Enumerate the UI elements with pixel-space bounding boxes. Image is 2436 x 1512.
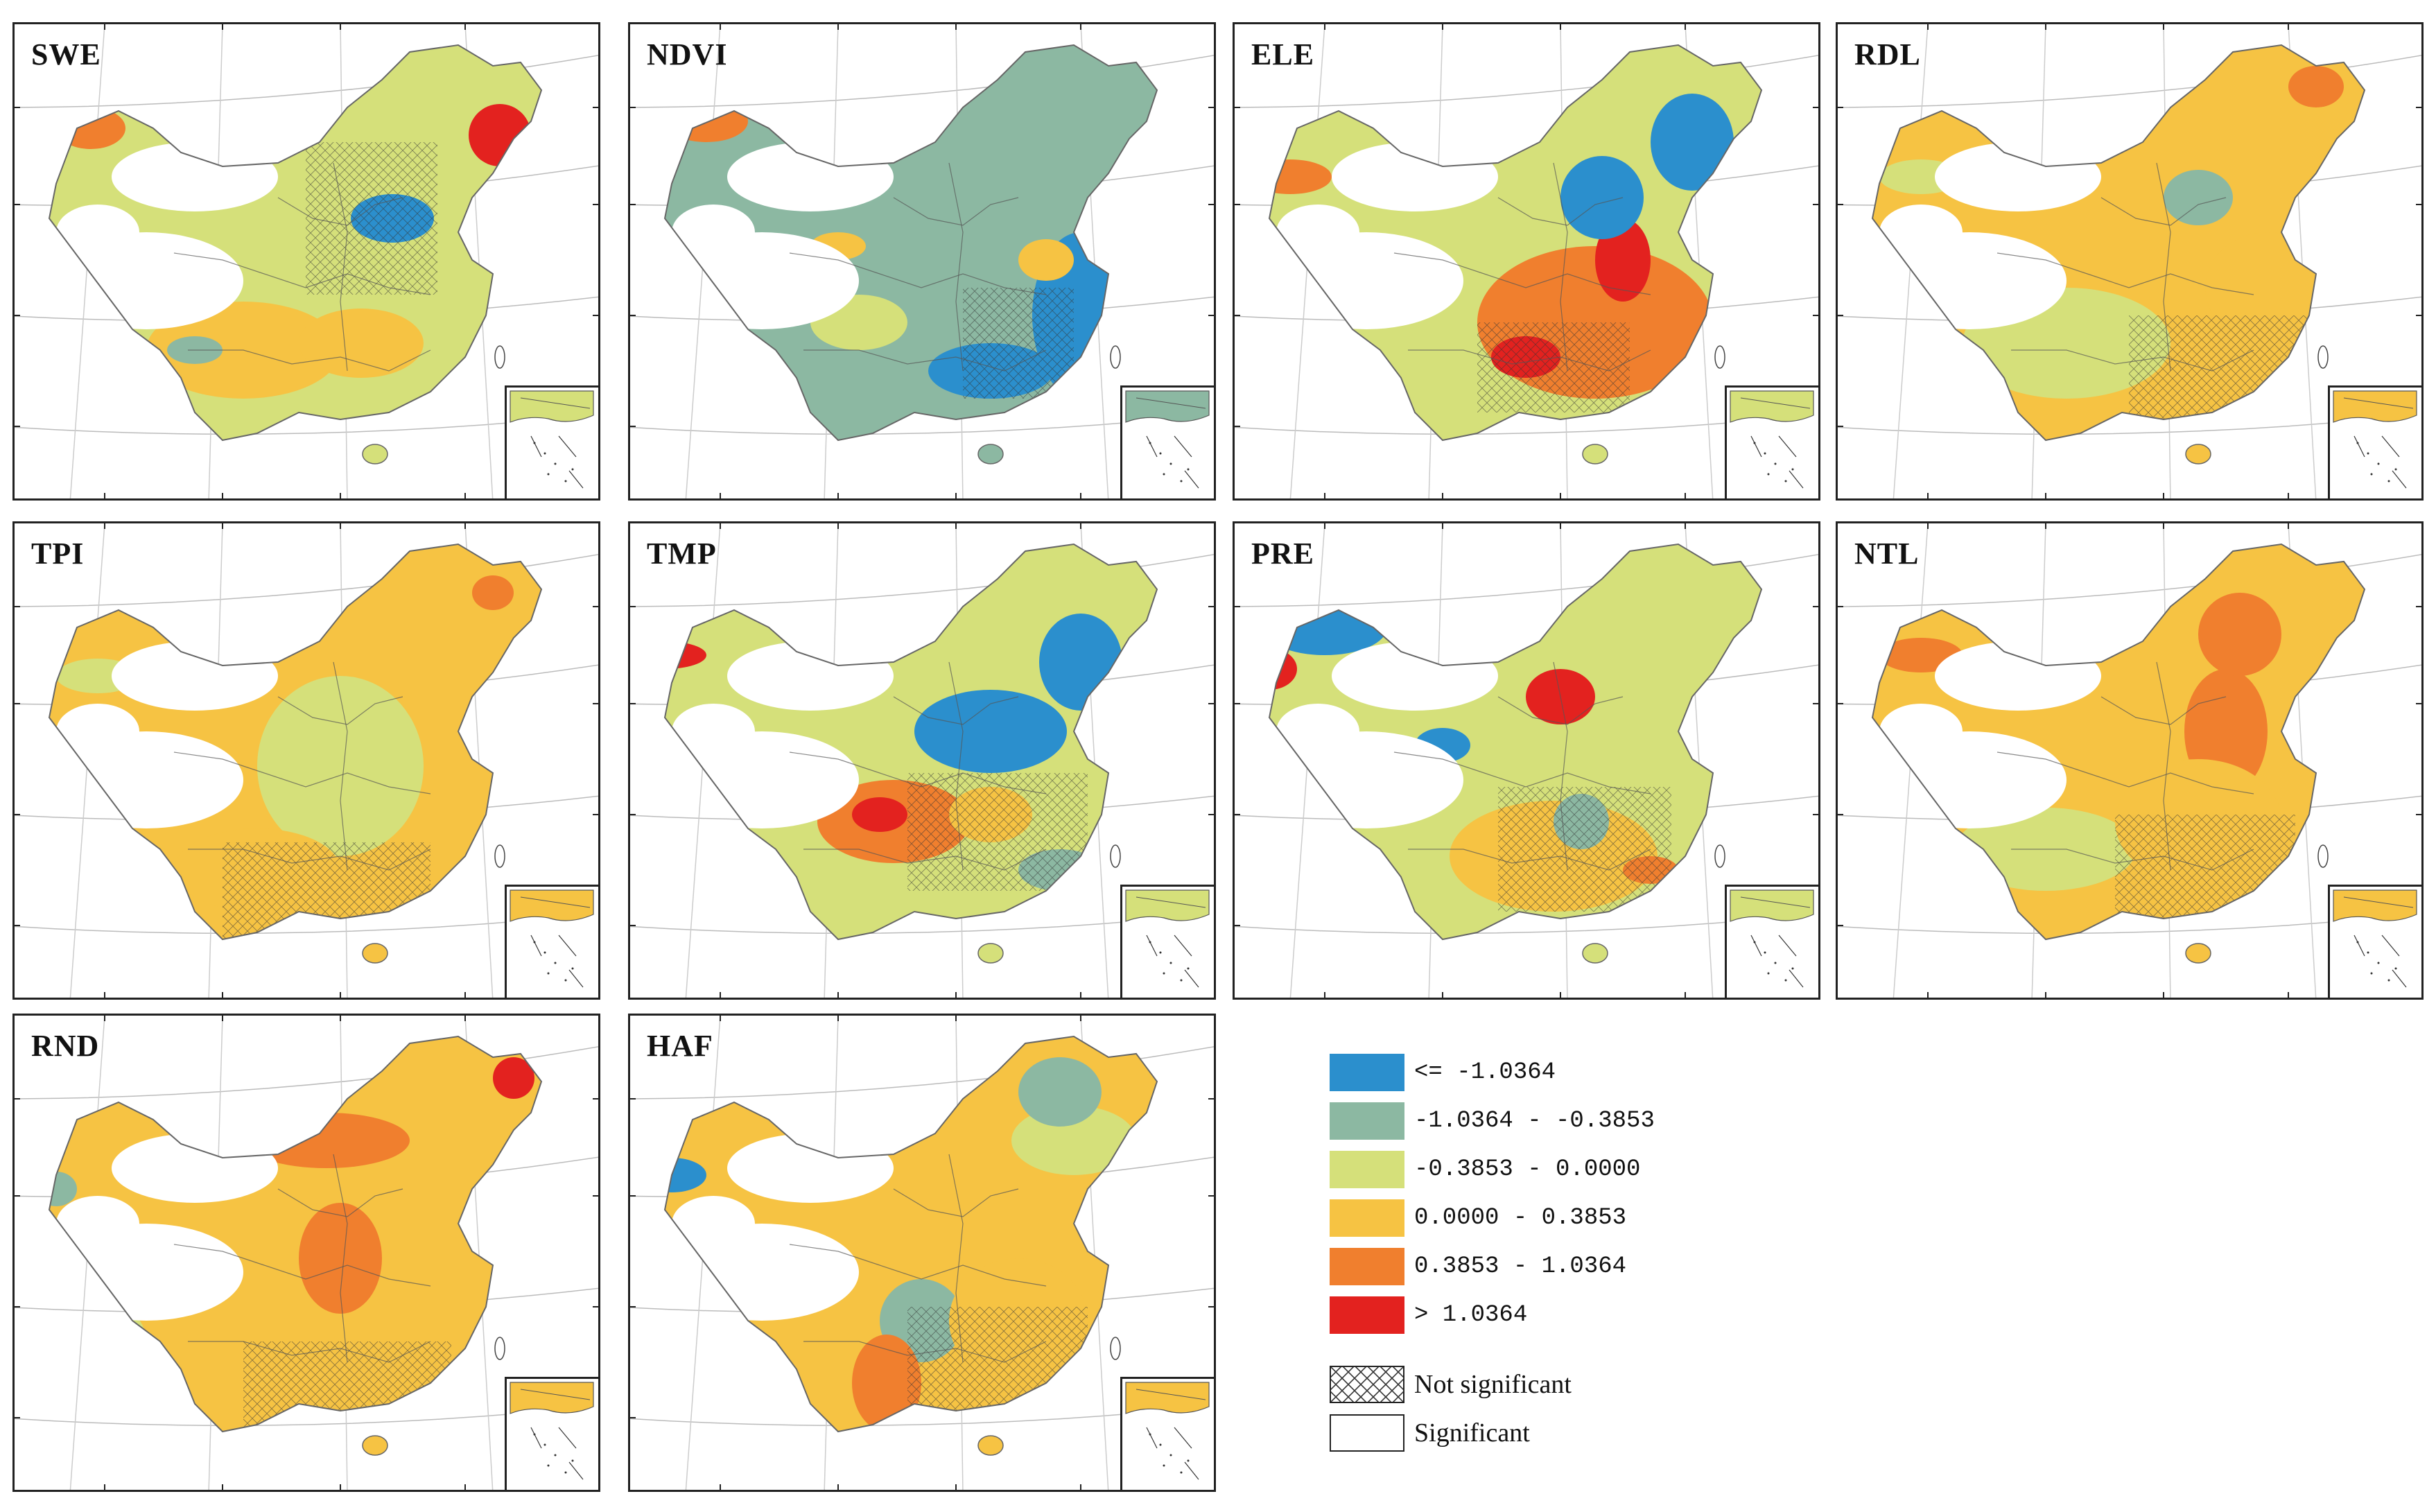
map-graphic bbox=[15, 1016, 598, 1490]
province-boundaries bbox=[1871, 44, 2366, 464]
province-boundaries bbox=[48, 543, 543, 964]
south-china-sea-inset bbox=[505, 885, 598, 998]
province-boundaries bbox=[663, 44, 1158, 464]
legend-swatch bbox=[1330, 1102, 1404, 1140]
legend-label: 0.0000 - 0.3853 bbox=[1414, 1205, 1627, 1231]
south-china-sea-inset bbox=[505, 385, 598, 498]
panel-label: ELE bbox=[1251, 37, 1315, 71]
map-panel-haf: HAF bbox=[628, 1014, 1216, 1492]
legend-label: -0.3853 - 0.0000 bbox=[1414, 1156, 1641, 1183]
panel-label: TPI bbox=[31, 537, 85, 571]
south-china-sea-inset bbox=[1725, 385, 1818, 498]
legend-label: -1.0364 - -0.3853 bbox=[1414, 1108, 1655, 1134]
south-china-sea-inset bbox=[1120, 1377, 1214, 1490]
legend-label: 0.3853 - 1.0364 bbox=[1414, 1253, 1627, 1280]
panel-label: NTL bbox=[1854, 537, 1920, 571]
panel-label: TMP bbox=[647, 537, 717, 571]
legend-swatch bbox=[1330, 1199, 1404, 1237]
legend-class-6: > 1.0364 bbox=[1330, 1296, 1527, 1334]
map-graphic bbox=[15, 523, 598, 998]
panel-label: HAF bbox=[647, 1029, 713, 1063]
frame-ticks bbox=[15, 1016, 598, 1490]
hatch-swatch bbox=[1330, 1366, 1404, 1403]
legend-swatch bbox=[1330, 1248, 1404, 1285]
map-panel-rnd: RND bbox=[12, 1014, 600, 1492]
map-graphic bbox=[1838, 24, 2421, 498]
legend-class-2: -1.0364 - -0.3853 bbox=[1330, 1102, 1655, 1140]
legend-class-5: 0.3853 - 1.0364 bbox=[1330, 1248, 1626, 1285]
province-boundaries bbox=[663, 543, 1158, 964]
province-boundaries bbox=[1268, 44, 1763, 464]
map-panel-tpi: TPI bbox=[12, 521, 600, 1000]
frame-ticks bbox=[630, 523, 1214, 998]
south-china-sea-inset bbox=[2328, 385, 2421, 498]
map-panel-ele: ELE bbox=[1233, 22, 1820, 501]
map-panel-tmp: TMP bbox=[628, 521, 1216, 1000]
map-graphic bbox=[1838, 523, 2421, 998]
panel-label: RND bbox=[31, 1029, 100, 1063]
legend-swatch bbox=[1330, 1296, 1404, 1334]
panel-label: PRE bbox=[1251, 537, 1314, 571]
panel-label: NDVI bbox=[647, 37, 728, 71]
legend-label: Significant bbox=[1414, 1418, 1530, 1448]
south-china-sea-inset bbox=[505, 1377, 598, 1490]
legend-label: > 1.0364 bbox=[1414, 1302, 1528, 1328]
map-panel-pre: PRE bbox=[1233, 521, 1820, 1000]
legend-class-1: <= -1.0364 bbox=[1330, 1054, 1556, 1091]
panel-label: SWE bbox=[31, 37, 101, 71]
map-graphic bbox=[15, 24, 598, 498]
map-panel-rdl: RDL bbox=[1836, 22, 2424, 501]
legend-not-significant: Not significant bbox=[1330, 1366, 1572, 1403]
south-china-sea-inset bbox=[1725, 885, 1818, 998]
province-boundaries bbox=[48, 1035, 543, 1456]
map-legend: <= -1.0364 -1.0364 - -0.3853 -0.3853 - 0… bbox=[1330, 1054, 1759, 1470]
blank-swatch bbox=[1330, 1414, 1404, 1452]
map-panel-ntl: NTL bbox=[1836, 521, 2424, 1000]
legend-label: <= -1.0364 bbox=[1414, 1059, 1556, 1086]
legend-label: Not significant bbox=[1414, 1370, 1572, 1399]
map-graphic bbox=[630, 523, 1214, 998]
legend-class-4: 0.0000 - 0.3853 bbox=[1330, 1199, 1626, 1237]
legend-swatch bbox=[1330, 1054, 1404, 1091]
map-graphic bbox=[630, 24, 1214, 498]
map-graphic bbox=[1235, 523, 1818, 998]
panel-label: RDL bbox=[1854, 37, 1921, 71]
province-boundaries bbox=[1871, 543, 2366, 964]
map-panel-swe: SWE bbox=[12, 22, 600, 501]
legend-swatch bbox=[1330, 1151, 1404, 1188]
map-panel-ndvi: NDVI bbox=[628, 22, 1216, 501]
south-china-sea-inset bbox=[1120, 885, 1214, 998]
frame-ticks bbox=[630, 1016, 1214, 1490]
south-china-sea-inset bbox=[2328, 885, 2421, 998]
frame-ticks bbox=[15, 523, 598, 998]
legend-significant: Significant bbox=[1330, 1414, 1530, 1452]
province-boundaries bbox=[1268, 543, 1763, 964]
south-china-sea-inset bbox=[1120, 385, 1214, 498]
legend-class-3: -0.3853 - 0.0000 bbox=[1330, 1151, 1640, 1188]
province-boundaries bbox=[663, 1035, 1158, 1456]
province-boundaries bbox=[48, 44, 543, 464]
map-graphic bbox=[630, 1016, 1214, 1490]
